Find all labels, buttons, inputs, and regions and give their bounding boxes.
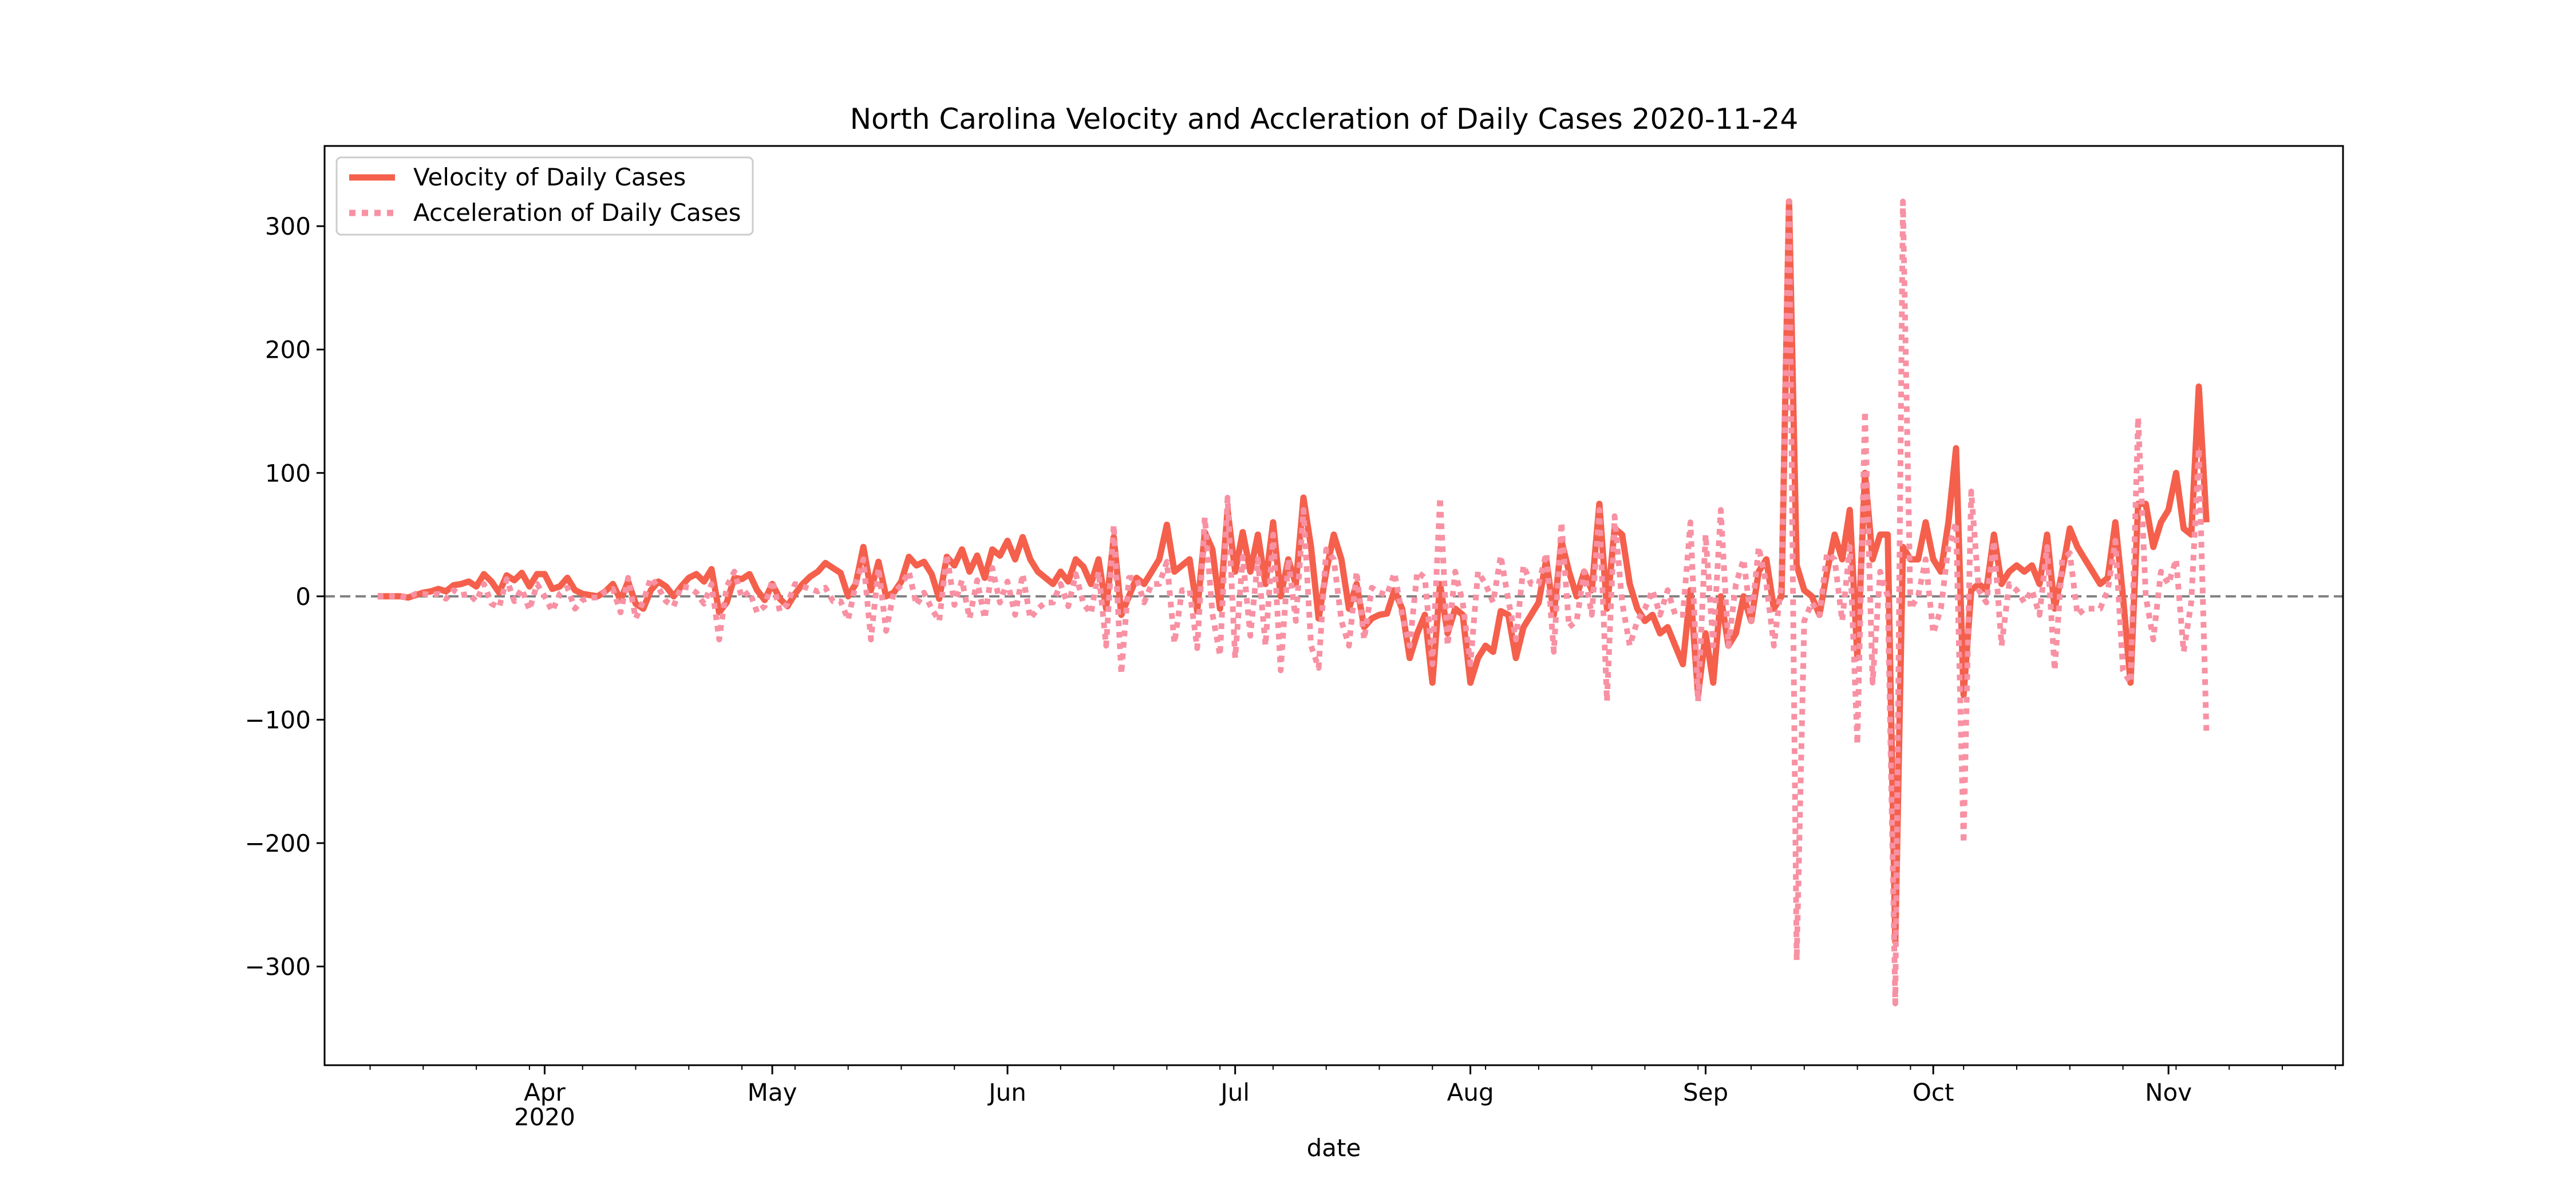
chart-title: North Carolina Velocity and Accleration …: [850, 102, 1799, 136]
x-tick-sublabel: 2020: [514, 1103, 575, 1131]
x-tick-label: Oct: [1913, 1078, 1954, 1106]
y-tick-label: −300: [245, 953, 311, 981]
y-axis: −300 −200 −100 0 100 200 300: [245, 212, 325, 981]
y-tick-label: −200: [245, 829, 311, 857]
x-tick-label: Aug: [1447, 1078, 1494, 1106]
legend-box: [335, 156, 754, 236]
x-tick-label: Nov: [2145, 1078, 2192, 1106]
x-tick-label: May: [748, 1078, 797, 1106]
x-tick-label: Jul: [1219, 1078, 1250, 1106]
plot-frame: [323, 145, 2344, 1066]
x-tick-label: Sep: [1683, 1078, 1728, 1106]
y-tick-label: 100: [265, 459, 311, 487]
series-line-acceleration: [377, 199, 2210, 1007]
y-tick-label: 300: [265, 212, 311, 240]
x-tick-label: Jun: [987, 1078, 1026, 1106]
legend-label-acceleration: Acceleration of Daily Cases: [413, 199, 741, 227]
y-tick-label: 200: [265, 336, 311, 364]
legend-label-velocity: Velocity of Daily Cases: [413, 163, 686, 191]
y-tick-label: 0: [295, 583, 311, 611]
legend: Velocity of Daily Cases Acceleration of …: [335, 156, 754, 236]
x-axis-label: date: [1307, 1134, 1361, 1162]
y-tick-label: −100: [245, 706, 311, 734]
x-tick-label: Apr: [524, 1078, 566, 1106]
plot-area: [325, 198, 2343, 1007]
